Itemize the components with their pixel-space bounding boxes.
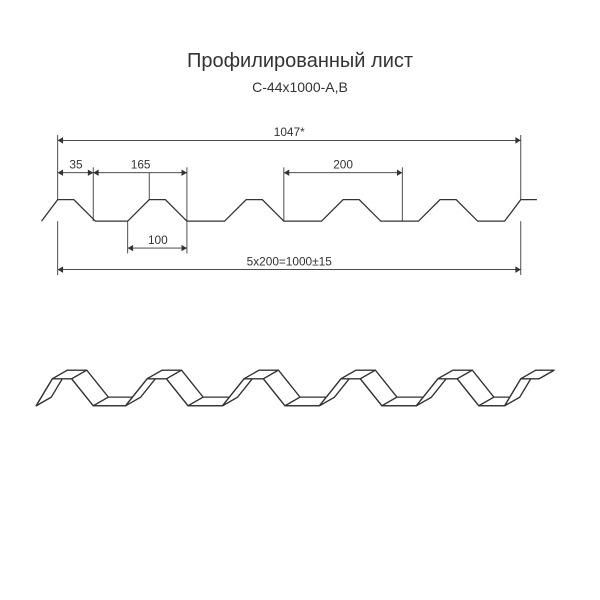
svg-text:200: 200	[333, 157, 353, 171]
page: Профилированный лист С-44х1000-А,В 1047*…	[0, 0, 600, 600]
title-block: Профилированный лист С-44х1000-А,В	[0, 0, 600, 95]
svg-text:1047*: 1047*	[274, 125, 305, 139]
cross-section-diagram: 1047* 35 165 200 100 5х200=1000±15	[0, 95, 600, 315]
page-title: Профилированный лист	[0, 50, 600, 73]
svg-text:100: 100	[148, 233, 168, 247]
svg-text:165: 165	[131, 157, 151, 171]
page-subtitle: С-44х1000-А,В	[0, 79, 600, 95]
svg-text:35: 35	[69, 157, 83, 171]
isometric-diagram	[0, 315, 600, 475]
svg-text:5х200=1000±15: 5х200=1000±15	[247, 254, 333, 268]
